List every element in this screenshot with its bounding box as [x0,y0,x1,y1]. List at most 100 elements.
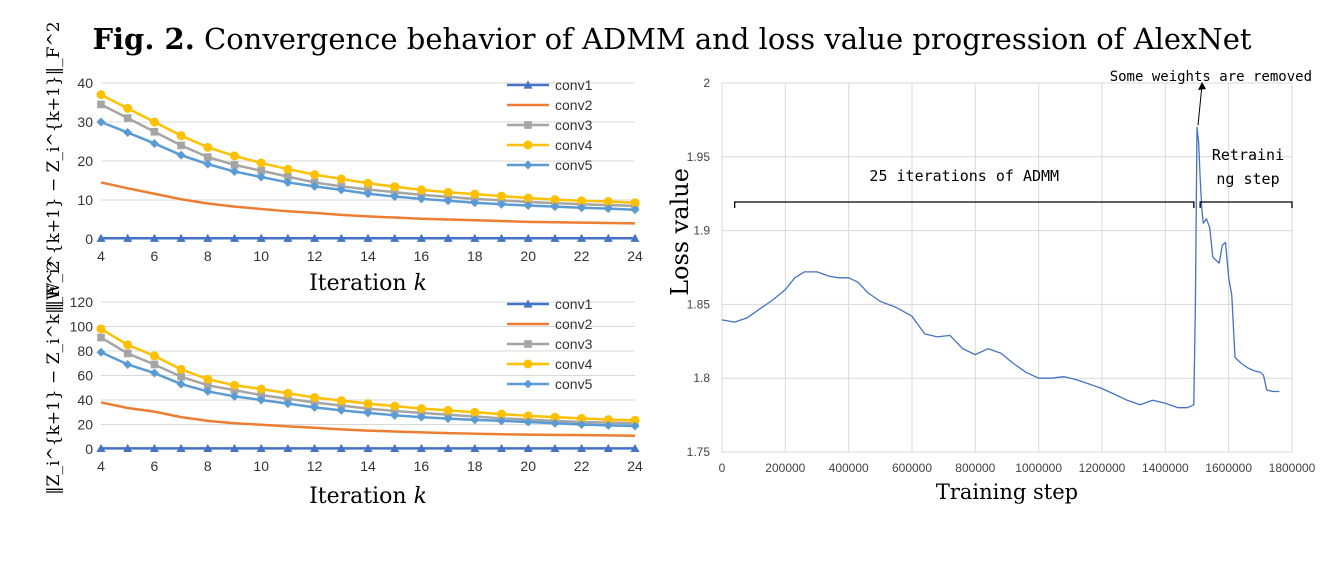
loss-line [721,126,1280,409]
data-point-conv1 [176,443,186,452]
data-point-conv1 [577,233,587,242]
data-point-conv1 [283,233,293,242]
data-point-conv1 [523,443,533,452]
data-point-conv5 [470,415,480,425]
x-tick-label: 6 [151,248,159,264]
legend-marker [523,379,533,389]
legend-item-conv3: conv3 [507,336,593,352]
data-point-conv3 [310,398,319,407]
bracket-admm [734,201,1195,208]
data-point-conv3 [230,386,239,395]
y-tick-label: 1.95 [687,150,711,164]
data-point-conv1 [630,443,640,452]
legend-label: conv5 [555,157,593,173]
data-point-conv1 [363,443,373,452]
data-point-conv1 [336,443,346,452]
legend-marker [523,359,533,369]
data-point-conv4 [390,182,400,192]
data-point-conv5 [203,386,213,396]
data-point-conv1 [390,233,400,242]
data-point-conv1 [390,443,400,452]
data-point-conv5 [630,205,640,215]
data-point-conv4 [470,189,480,199]
legend-label: conv5 [555,376,593,392]
series-line-conv2 [100,401,636,438]
data-point-conv3 [284,172,292,181]
y-tick-label: 60 [77,368,93,384]
data-point-conv5 [577,420,587,429]
data-point-conv4 [523,411,533,421]
data-point-conv5 [256,172,266,182]
data-point-conv5 [336,185,346,195]
legend-label: conv2 [555,316,593,332]
data-point-conv4 [577,413,587,423]
x-tick-label: 16 [414,458,430,474]
x-tick-label: 24 [627,458,643,474]
data-point-conv5 [123,128,133,138]
data-point-conv4 [390,401,400,411]
x-axis-label: Iteration k [309,271,427,296]
data-point-conv4 [256,158,266,168]
data-point-conv3 [123,114,132,122]
x-tick-label: 10 [253,458,269,474]
legend-item-conv5: conv5 [507,376,593,392]
data-point-conv5 [96,117,106,127]
data-point-conv5 [203,159,213,169]
data-point-conv4 [283,388,293,398]
data-point-conv5 [283,399,293,409]
legend-label: conv1 [555,77,593,93]
data-point-conv1 [176,233,186,242]
data-point-conv4 [149,351,159,361]
data-point-conv1 [256,233,266,242]
figure-label: Fig. 2. [92,22,195,56]
x-tick-label: 600000 [892,461,932,475]
data-point-conv1 [203,233,213,242]
series-conv2 [100,181,636,225]
data-point-conv5 [603,420,613,430]
data-point-conv5 [336,405,346,415]
data-point-conv1 [550,233,560,242]
x-tick-label: 14 [360,248,376,264]
annotation-weights-removed: Some weights are removed [1110,69,1312,85]
series-conv5 [96,117,640,215]
data-point-conv4 [336,396,346,406]
y-tick-label: 20 [77,153,93,169]
series-conv1 [96,233,640,242]
data-point-conv4 [497,191,506,201]
legend-item-conv3: conv3 [507,117,593,133]
data-point-conv5 [497,416,506,426]
y-tick-label: 1.9 [693,224,710,238]
y-tick-label: 0 [85,231,93,247]
legend-label: conv3 [555,117,593,133]
data-point-conv1 [123,233,133,242]
x-tick-label: 18 [467,458,483,474]
data-point-conv4 [256,384,266,394]
y-axis-label: ‖Z_i^{k+1} − Z_i^k‖_F^2 [44,260,64,495]
y-tick-label: 10 [77,192,93,208]
data-point-conv4 [310,393,320,403]
legend-marker [523,80,533,89]
data-point-conv1 [310,233,320,242]
legend-label: conv3 [555,336,593,352]
legend-item-conv2: conv2 [507,316,593,332]
data-point-conv4 [550,195,560,205]
data-point-conv4 [630,415,640,425]
y-tick-label: 120 [70,294,94,310]
data-point-conv5 [310,181,320,191]
figure-caption: Fig. 2. Convergence behavior of ADMM and… [0,22,1344,56]
data-point-conv3 [150,360,159,369]
series-conv5 [96,347,640,431]
bracket-retraining [1199,201,1293,208]
data-point-conv4 [283,164,293,174]
y-tick-label: 1.85 [687,297,711,311]
data-point-conv1 [149,443,159,452]
x-tick-label: 1000000 [1015,461,1062,475]
data-point-conv3 [230,161,239,169]
data-point-conv1 [123,443,133,452]
legend-marker [524,340,532,348]
data-point-conv3 [123,349,132,358]
data-point-conv5 [176,379,186,389]
data-point-conv1 [230,233,239,242]
legend-label: conv4 [555,356,593,372]
data-point-conv1 [523,233,533,242]
